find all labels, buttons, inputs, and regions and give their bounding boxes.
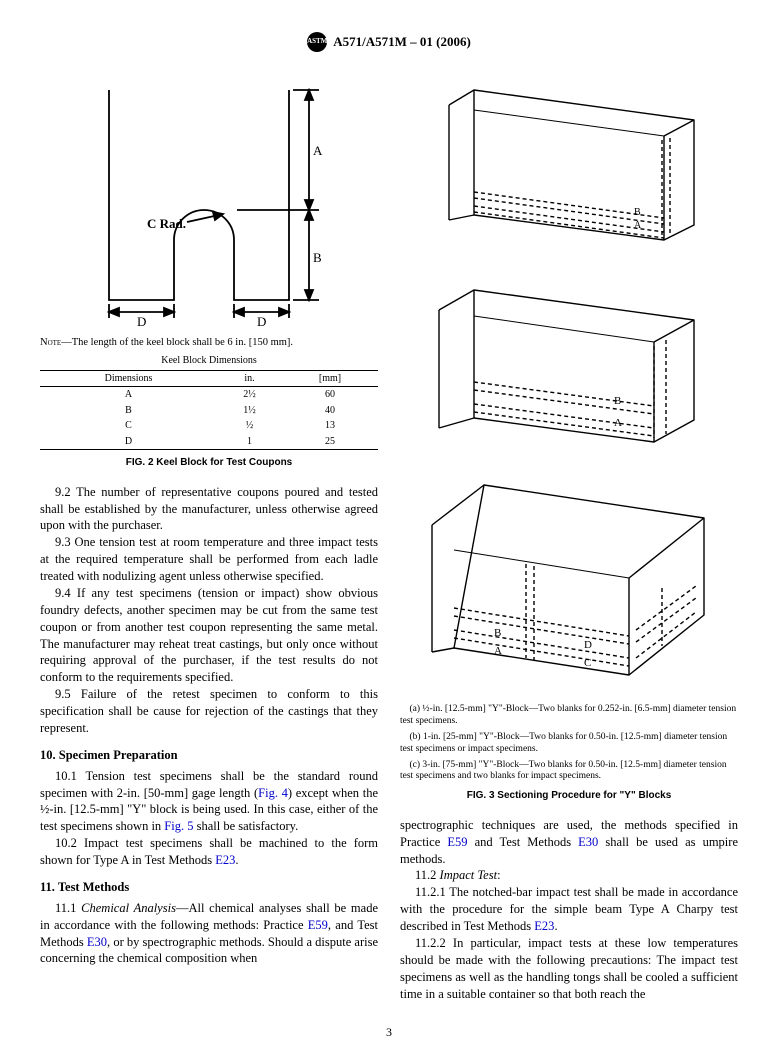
fig2-label-C: C Rad.	[147, 216, 186, 231]
fig3-caption-c: (c) 3-in. [75-mm] "Y"-Block—Two blanks f…	[400, 760, 738, 784]
fig2-note-prefix: Note	[40, 337, 61, 348]
header-designation: A571/A571M – 01 (2006)	[333, 33, 471, 51]
keel-col-0: Dimensions	[40, 370, 217, 387]
table-row: B1½40	[40, 403, 378, 419]
fig3-block-c: B A D C	[414, 470, 724, 700]
page-number: 3	[40, 1024, 738, 1040]
fig3b-label-A: A	[614, 417, 622, 429]
left-column: A B C Rad. D D Note—The length of the ke…	[40, 70, 378, 1002]
para-10-2: 10.2 Impact test specimens shall be mach…	[40, 835, 378, 869]
para-9-5: 9.5 Failure of the retest specimen to co…	[40, 686, 378, 737]
two-column-layout: A B C Rad. D D Note—The length of the ke…	[40, 70, 738, 1002]
fig3c-label-D: D	[584, 639, 592, 651]
fig2-note: Note—The length of the keel block shall …	[40, 336, 378, 350]
fig2-table-title: Keel Block Dimensions	[40, 354, 378, 368]
link-e30-a[interactable]: E30	[87, 935, 107, 949]
para-9-4: 9.4 If any test specimens (tension or im…	[40, 585, 378, 686]
para-9-2: 9.2 The number of representative coupons…	[40, 484, 378, 535]
fig3c-label-A: A	[494, 645, 502, 657]
heading-10: 10. Specimen Preparation	[40, 747, 378, 764]
table-row: D125	[40, 434, 378, 450]
astm-logo-icon: ASTM	[307, 32, 327, 52]
fig2-label-D2: D	[257, 314, 266, 329]
link-e59-a[interactable]: E59	[308, 918, 328, 932]
link-e30-b[interactable]: E30	[578, 835, 598, 849]
para-11-1: 11.1 Chemical Analysis—All chemical anal…	[40, 900, 378, 968]
keel-block-table: Dimensions in. [mm] A2½60 B1½40 C½13 D12…	[40, 370, 378, 451]
link-e23-b[interactable]: E23	[534, 919, 554, 933]
fig2-caption: FIG. 2 Keel Block for Test Coupons	[40, 456, 378, 470]
fig2-diagram: A B C Rad. D D	[79, 70, 339, 330]
fig3-block-a: B A	[414, 70, 724, 270]
para-11-2-1: 11.2.1 The notched-bar impact test shall…	[400, 884, 738, 935]
fig2-note-text: —The length of the keel block shall be 6…	[61, 337, 293, 348]
para-11-2-2: 11.2.2 In particular, impact tests at th…	[400, 935, 738, 1003]
table-row: C½13	[40, 418, 378, 434]
fig2-block: A B C Rad. D D Note—The length of the ke…	[40, 70, 378, 470]
link-fig5[interactable]: Fig. 5	[164, 819, 193, 833]
fig2-label-A: A	[313, 143, 323, 158]
fig2-label-B: B	[313, 250, 322, 265]
fig3-caption-b: (b) 1-in. [25-mm] "Y"-Block—Two blanks f…	[400, 732, 738, 756]
heading-11: 11. Test Methods	[40, 879, 378, 896]
keel-col-1: in.	[217, 370, 282, 387]
keel-col-2: [mm]	[282, 370, 378, 387]
para-11-2: 11.2 Impact Test:	[400, 867, 738, 884]
para-cont-spectro: spectrographic techniques are used, the …	[400, 817, 738, 868]
fig3-caption: FIG. 3 Sectioning Procedure for "Y" Bloc…	[400, 789, 738, 803]
link-fig4[interactable]: Fig. 4	[258, 786, 288, 800]
para-9-3: 9.3 One tension test at room temperature…	[40, 534, 378, 585]
fig3c-label-C: C	[584, 657, 591, 669]
fig2-label-D1: D	[137, 314, 146, 329]
para-10-1: 10.1 Tension test specimens shall be the…	[40, 768, 378, 836]
link-e59-b[interactable]: E59	[447, 835, 467, 849]
fig3-caption-a: (a) ½-in. [12.5-mm] "Y"-Block—Two blanks…	[400, 704, 738, 728]
fig3b-label-B: B	[614, 395, 621, 407]
fig3a-label-B: B	[634, 207, 641, 218]
right-column: B A B A	[400, 70, 738, 1002]
fig3c-label-B: B	[494, 627, 501, 639]
fig3a-label-A: A	[634, 220, 642, 231]
link-e23-a[interactable]: E23	[215, 853, 235, 867]
fig3-block-b: B A	[414, 270, 724, 470]
table-row: A2½60	[40, 387, 378, 403]
page-header: ASTM A571/A571M – 01 (2006)	[40, 32, 738, 52]
